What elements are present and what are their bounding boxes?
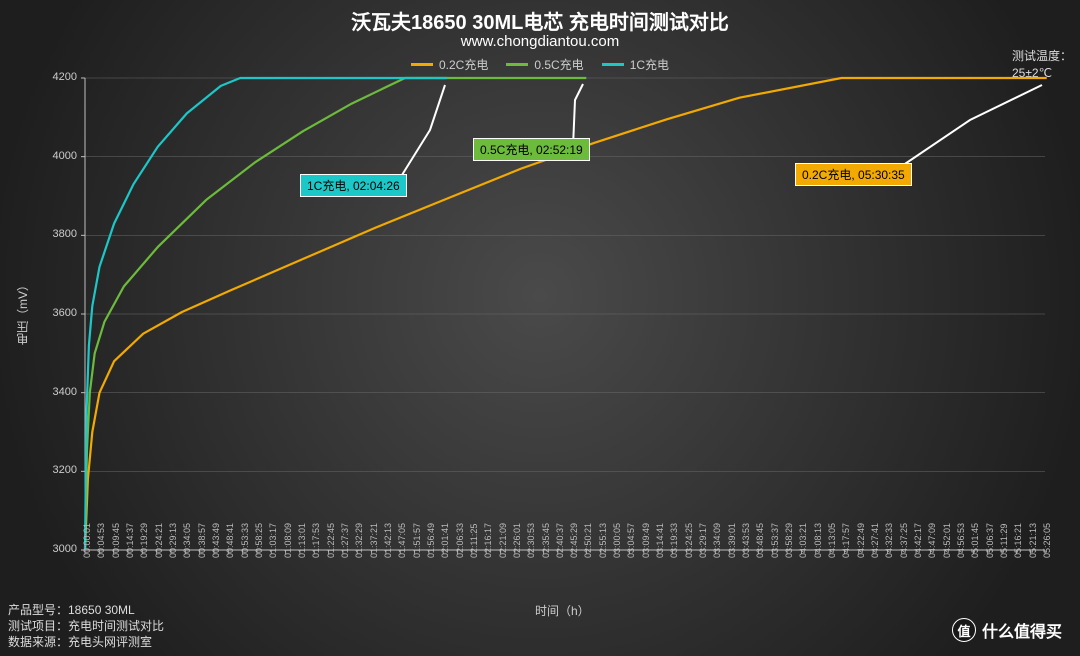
y-axis-label: 电压（mV） — [14, 279, 31, 345]
footer-line: 数据来源：充电头网评测室 — [8, 633, 152, 650]
y-tick-label: 3800 — [37, 228, 77, 240]
watermark-text: 什么值得买 — [982, 618, 1062, 642]
y-tick-label: 3000 — [37, 543, 77, 555]
series-callout: 0.5C充电, 02:52:19 — [473, 138, 590, 161]
y-tick-label: 3400 — [37, 386, 77, 398]
watermark: 值什么值得买 — [952, 618, 1062, 642]
y-tick-label: 4200 — [37, 71, 77, 83]
footer-line: 测试项目：充电时间测试对比 — [8, 617, 164, 634]
x-axis-label: 时间（h） — [535, 602, 590, 619]
y-tick-label: 4000 — [37, 150, 77, 162]
watermark-badge-icon: 值 — [952, 618, 976, 642]
series-callout: 1C充电, 02:04:26 — [300, 174, 407, 197]
y-tick-label: 3600 — [37, 307, 77, 319]
series-callout: 0.2C充电, 05:30:35 — [795, 163, 912, 186]
footer-line: 产品型号：18650 30ML — [8, 601, 135, 618]
y-tick-label: 3200 — [37, 464, 77, 476]
chart-stage: 沃瓦夫18650 30ML电芯 充电时间测试对比www.chongdiantou… — [0, 0, 1080, 656]
